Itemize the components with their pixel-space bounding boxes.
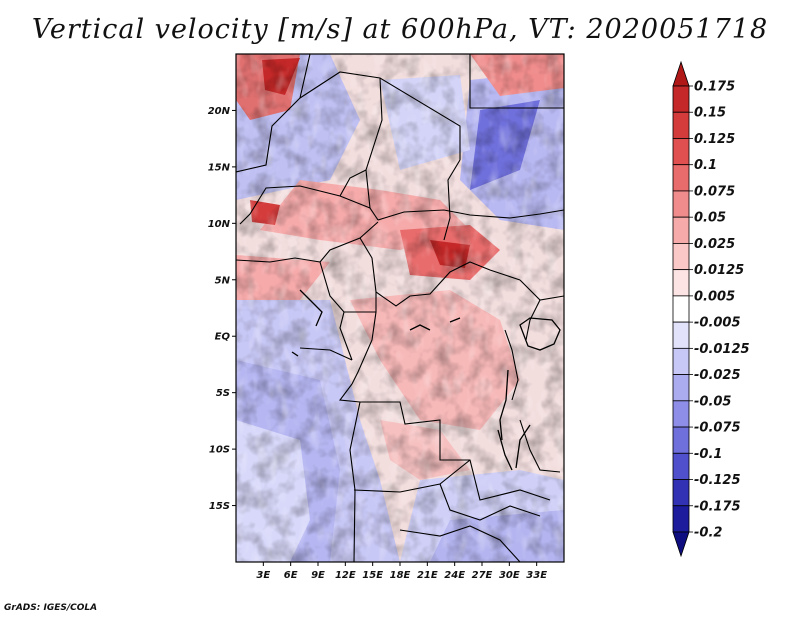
colorbar-label: -0.1 [694,447,722,462]
colorbar-swatch [672,269,690,297]
country-borders [236,54,564,562]
colorbar-swatch [672,85,690,113]
lon-label: 15E [362,570,383,581]
colorbar-bottom-arrow [672,531,690,558]
colorbar-swatch [672,243,690,271]
lon-label: 18E [390,570,411,581]
lakes-coast [291,289,561,471]
lon-label: 27E [472,570,493,581]
colorbar-label: 0.05 [694,211,726,226]
lat-label: 5N [215,275,231,286]
lon-label: 3E [256,570,270,581]
colorbar-swatch [672,138,690,166]
lon-label: 24E [444,570,465,581]
latitude-axis: 20N 15N 10N 5N EQ 5S 10S 15S [208,106,236,512]
colorbar-label: -0.125 [694,473,741,488]
lat-label: 15S [209,501,230,512]
colorbar-swatch [672,400,690,428]
colorbar-swatch [672,111,690,139]
lat-label: EQ [215,332,231,343]
colorbar-swatch [672,479,690,507]
colorbar-label: -0.025 [694,368,741,383]
colorbar-swatch [672,426,690,454]
colorbar-label: -0.2 [694,526,722,541]
colorbar-label: -0.075 [694,421,741,436]
lon-label: 6E [284,570,298,581]
colorbar-swatch [672,374,690,402]
colorbar-swatch [672,347,690,375]
lon-label: 9E [311,570,325,581]
colorbar-label: 0.175 [694,80,735,95]
colorbar-label: -0.005 [694,316,741,331]
lat-label: 10N [208,219,231,230]
colorbar-label: 0.1 [694,158,717,173]
lat-label: 15N [208,162,231,173]
lat-label: 5S [216,388,230,399]
grads-credit: GrADS: IGES/COLA [4,603,98,613]
colorbar-label: 0.0125 [694,263,744,278]
colorbar-swatch [672,295,690,323]
colorbar-label: -0.0125 [694,342,750,357]
colorbar-label: -0.175 [694,499,741,514]
colorbar-label: 0.125 [694,132,735,147]
colorbar-swatch [672,505,690,533]
velocity-field [236,54,564,562]
lat-label: 20N [208,106,231,117]
longitude-axis: 3E 6E 9E 12E 15E 18E 21E 24E 27E 30E 33E [256,562,547,581]
colorbar-top-arrow [672,60,690,87]
colorbar-label: 0.025 [694,237,735,252]
colorbar-swatch [672,164,690,192]
lon-label: 30E [499,570,520,581]
colorbar: 0.175 0.15 0.125 0.1 0.075 0.05 0.025 0.0125 0.0… [672,60,750,558]
colorbar-swatch [672,321,690,349]
colorbar-swatch [672,190,690,218]
colorbar-label: -0.05 [694,394,731,409]
lon-label: 33E [526,570,547,581]
colorbar-swatch [672,216,690,244]
colorbar-swatch [672,452,690,480]
colorbar-label: 0.15 [694,106,726,121]
plot-title: Vertical velocity [m/s] at 600hPa, VT: 2… [31,14,769,45]
lon-label: 12E [335,570,356,581]
lon-label: 21E [417,570,438,581]
colorbar-label: 0.005 [694,289,735,304]
colorbar-label: 0.075 [694,184,735,199]
lat-label: 10S [209,445,230,456]
